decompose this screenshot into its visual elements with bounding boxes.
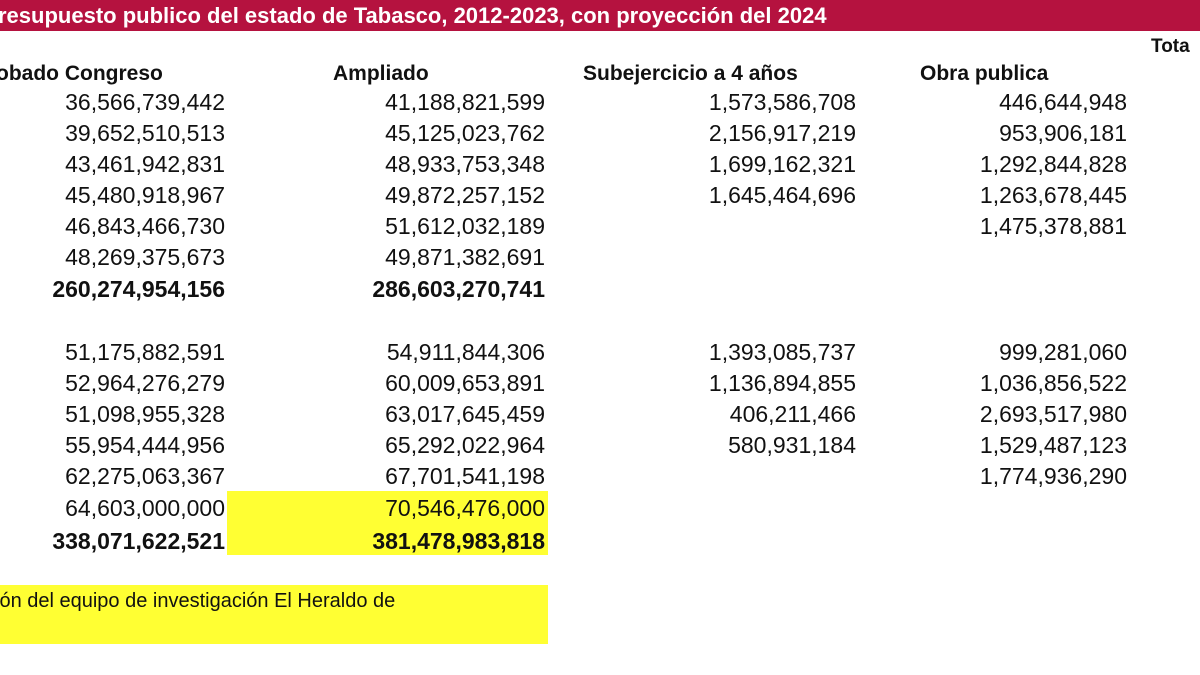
cell-ampliado: 63,017,645,459 bbox=[385, 401, 545, 427]
cell-ampliado: 49,871,382,691 bbox=[385, 244, 545, 270]
cell-ampliado: 41,188,821,599 bbox=[385, 89, 545, 115]
cell-ampliado: 45,125,023,762 bbox=[385, 120, 545, 146]
total-aprobado: 260,274,954,156 bbox=[52, 276, 225, 302]
cell-obra-publica: 1,292,844,828 bbox=[979, 151, 1127, 177]
cell-ampliado: 65,292,022,964 bbox=[385, 432, 545, 458]
cell-obra-publica: 446,644,948 bbox=[999, 89, 1127, 115]
cell-aprobado: 62,275,063,367 bbox=[65, 463, 225, 489]
cell-aprobado: 36,566,739,442 bbox=[65, 89, 225, 115]
cell-subejercicio: 580,931,184 bbox=[728, 432, 856, 458]
cell-aprobado: 64,603,000,000 bbox=[65, 495, 225, 521]
cell-ampliado: 48,933,753,348 bbox=[385, 151, 545, 177]
cell-obra-publica: 1,263,678,445 bbox=[979, 182, 1127, 208]
cell-aprobado: 45,480,918,967 bbox=[65, 182, 225, 208]
highlight-note bbox=[0, 585, 548, 644]
cell-subejercicio: 1,573,586,708 bbox=[708, 89, 856, 115]
header-aprobado: obado Congreso bbox=[0, 62, 163, 85]
cell-aprobado: 48,269,375,673 bbox=[65, 244, 225, 270]
cell-ampliado: 49,872,257,152 bbox=[385, 182, 545, 208]
cell-obra-publica: 999,281,060 bbox=[999, 339, 1127, 365]
cell-ampliado: 67,701,541,198 bbox=[385, 463, 545, 489]
cell-subejercicio: 406,211,466 bbox=[729, 401, 856, 427]
cell-obra-publica: 953,906,181 bbox=[999, 120, 1127, 146]
cell-ampliado: 70,546,476,000 bbox=[385, 495, 545, 521]
cell-aprobado: 43,461,942,831 bbox=[65, 151, 225, 177]
document-title: resupuesto publico del estado de Tabasco… bbox=[0, 3, 827, 28]
header-ampliado: Ampliado bbox=[333, 62, 429, 85]
cell-aprobado: 39,652,510,513 bbox=[65, 120, 225, 146]
cell-aprobado: 52,964,276,279 bbox=[65, 370, 225, 396]
total-ampliado: 381,478,983,818 bbox=[372, 528, 545, 554]
cell-subejercicio: 2,156,917,219 bbox=[708, 120, 856, 146]
cell-obra-publica: 1,774,936,290 bbox=[979, 463, 1127, 489]
cell-ampliado: 54,911,844,306 bbox=[386, 339, 545, 365]
total-label: Tota bbox=[1151, 36, 1190, 57]
cell-ampliado: 60,009,653,891 bbox=[385, 370, 545, 396]
source-note: ión del equipo de investigación El Heral… bbox=[0, 590, 396, 612]
header-obra-publica: Obra publica bbox=[920, 62, 1049, 85]
cell-ampliado: 51,612,032,189 bbox=[385, 213, 545, 239]
total-ampliado: 286,603,270,741 bbox=[372, 276, 545, 302]
cell-obra-publica: 1,036,856,522 bbox=[979, 370, 1127, 396]
cell-obra-publica: 1,529,487,123 bbox=[979, 432, 1127, 458]
highlight-ampliado-2024 bbox=[227, 491, 548, 555]
cell-subejercicio: 1,699,162,321 bbox=[708, 151, 856, 177]
cell-aprobado: 46,843,466,730 bbox=[65, 213, 225, 239]
cell-obra-publica: 2,693,517,980 bbox=[979, 401, 1127, 427]
cell-aprobado: 51,098,955,328 bbox=[65, 401, 225, 427]
cell-subejercicio: 1,645,464,696 bbox=[708, 182, 856, 208]
cell-subejercicio: 1,393,085,737 bbox=[708, 339, 856, 365]
cell-obra-publica: 1,475,378,881 bbox=[979, 213, 1127, 239]
title-bar: resupuesto publico del estado de Tabasco… bbox=[0, 0, 1200, 31]
total-aprobado: 338,071,622,521 bbox=[52, 528, 225, 554]
cell-subejercicio: 1,136,894,855 bbox=[708, 370, 856, 396]
header-subejercicio: Subejercicio a 4 años bbox=[583, 62, 798, 85]
cell-aprobado: 51,175,882,591 bbox=[65, 339, 225, 365]
cell-aprobado: 55,954,444,956 bbox=[65, 432, 225, 458]
